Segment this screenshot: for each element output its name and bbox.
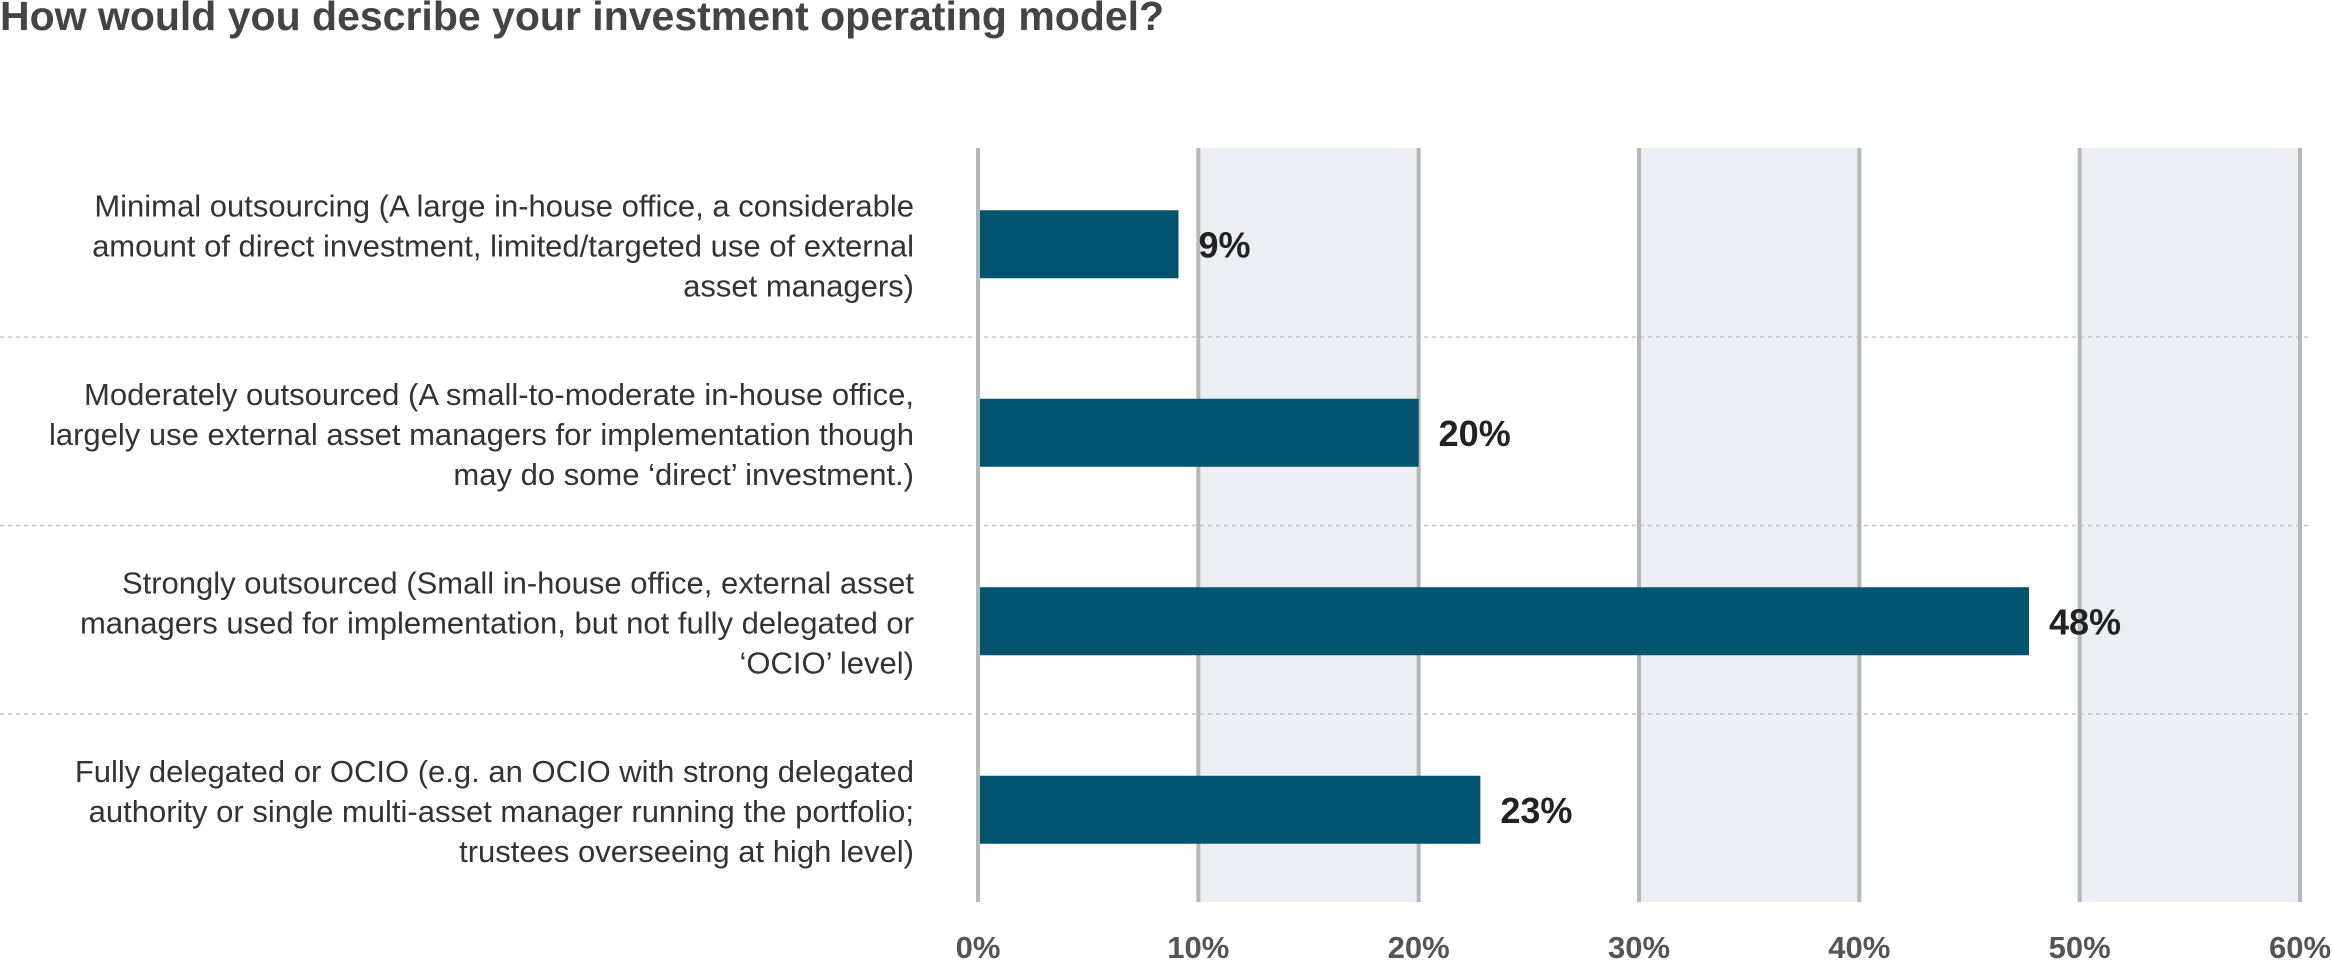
x-axis-ticks: 0% 10% 20% 30% 40% 50% 60%: [956, 930, 2331, 960]
row-separators: [0, 336, 2310, 715]
background-bands: [1198, 148, 2300, 902]
value-label: 9%: [1199, 224, 1251, 265]
x-tick-label: 0%: [956, 930, 1001, 960]
category-label: Moderately outsourced (A small-to-modera…: [49, 377, 914, 492]
x-tick-label: 60%: [2269, 930, 2331, 960]
x-tick-label: 30%: [1608, 930, 1670, 960]
chart-title: How would you describe your investment o…: [0, 0, 1164, 39]
value-label: 48%: [2049, 601, 2121, 642]
bar: [980, 775, 1481, 844]
category-label: Fully delegated or OCIO (e.g. an OCIO wi…: [75, 754, 914, 869]
x-tick-label: 40%: [1828, 930, 1890, 960]
bars: [980, 210, 2029, 844]
category-label: Minimal outsourcing (A large in-house of…: [92, 188, 914, 303]
bar: [980, 210, 1179, 279]
value-label: 20%: [1439, 413, 1511, 454]
x-tick-label: 10%: [1167, 930, 1229, 960]
background-band: [2079, 148, 2300, 902]
category-labels: Minimal outsourcing (A large in-house of…: [49, 188, 914, 869]
category-label: Strongly outsourced (Small in-house offi…: [80, 565, 914, 680]
value-labels: 9% 20% 48% 23%: [1199, 224, 2122, 831]
x-tick-label: 50%: [2049, 930, 2111, 960]
bar: [980, 587, 2029, 656]
value-label: 23%: [1500, 790, 1572, 831]
bar: [980, 398, 1419, 467]
x-tick-label: 20%: [1388, 930, 1450, 960]
